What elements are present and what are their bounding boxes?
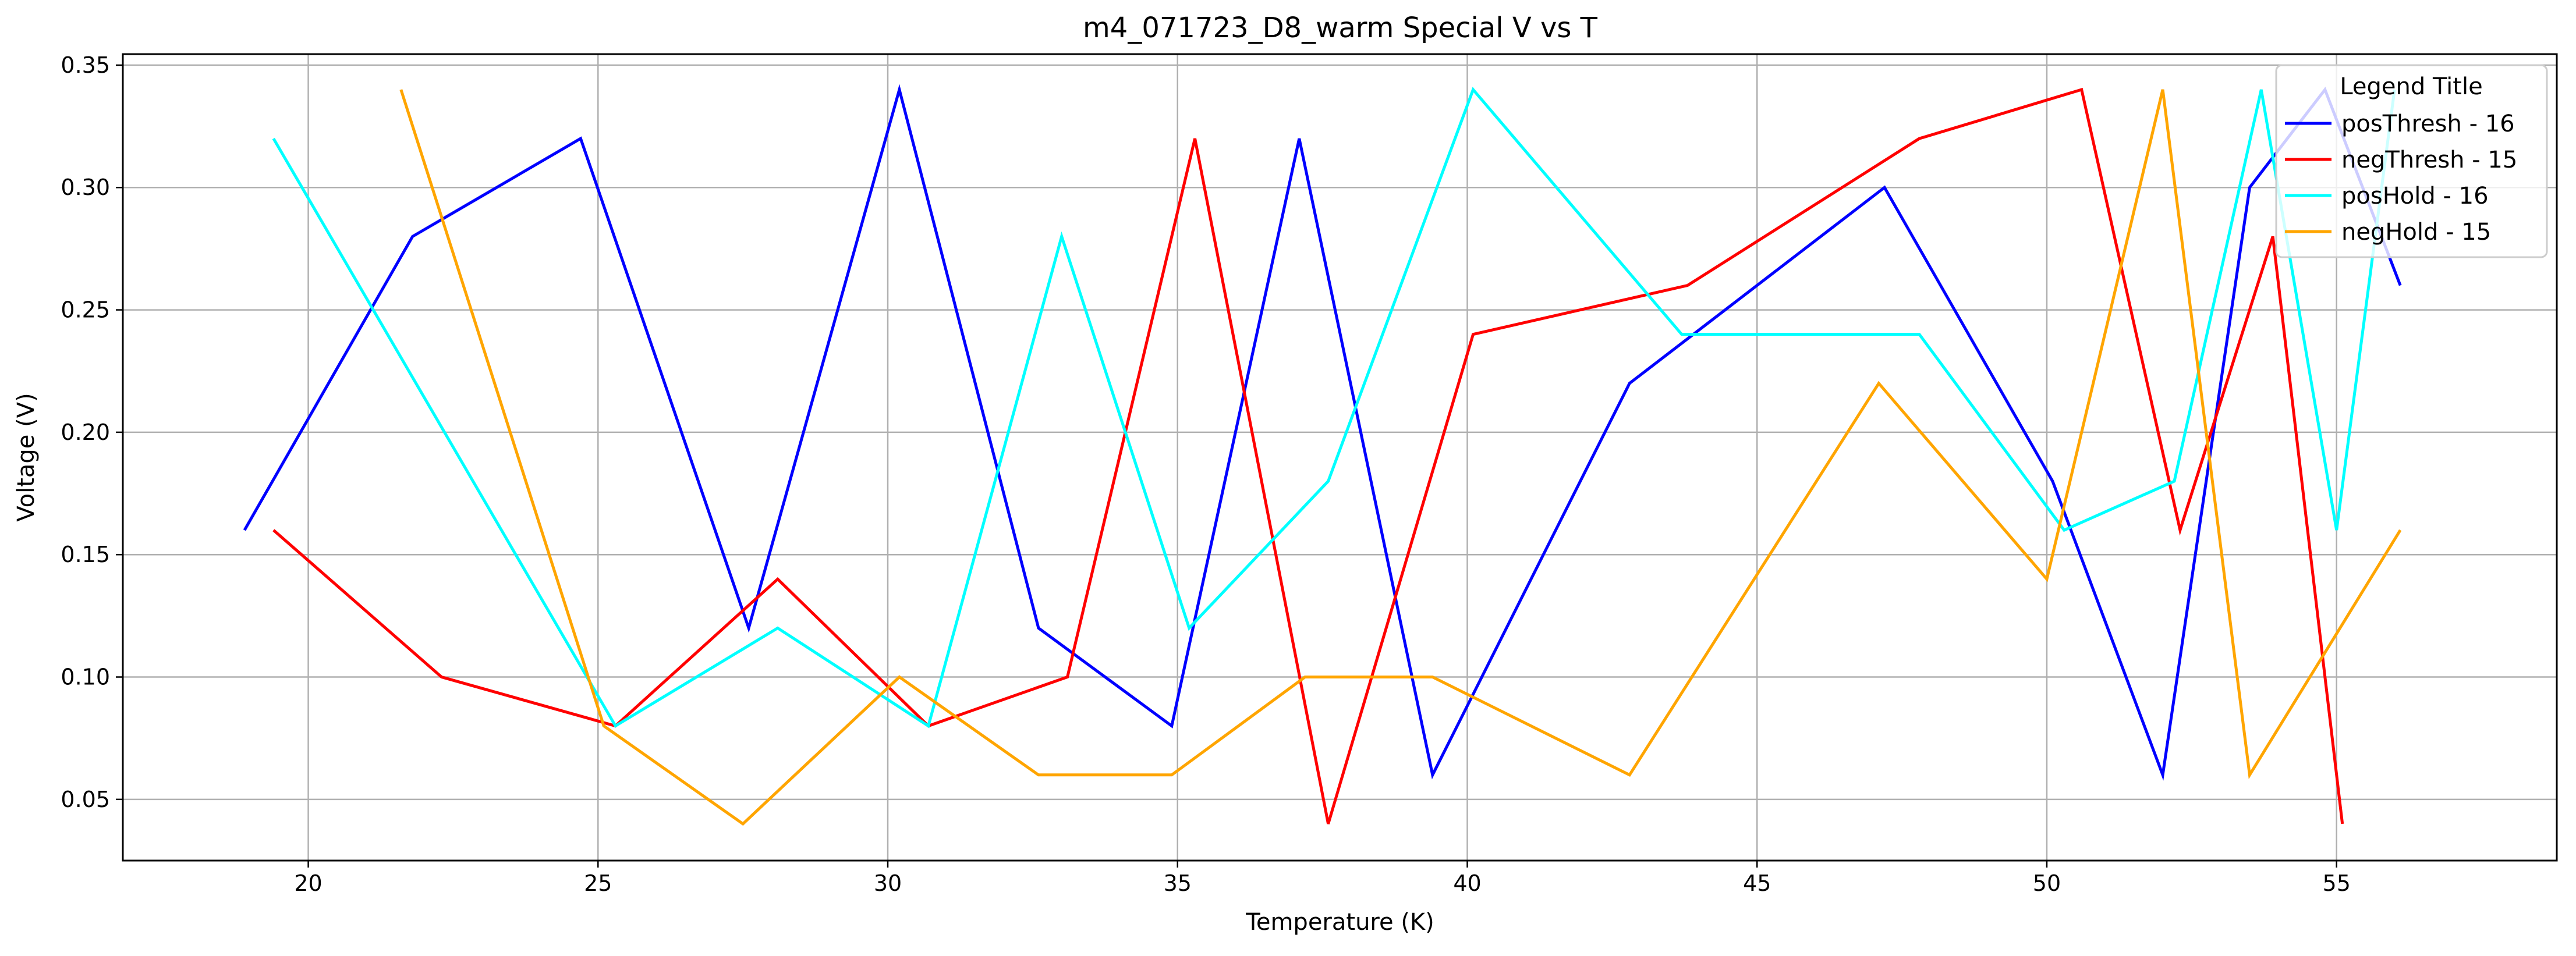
y-axis-ticks: 0.05 0.10 0.15 0.20 0.25 0.30 0.35 xyxy=(61,52,123,812)
x-tick-label: 35 xyxy=(1164,870,1192,896)
series-line xyxy=(243,84,2402,781)
legend-label: posThresh - 16 xyxy=(2341,111,2515,137)
legend-box xyxy=(2275,64,2548,258)
y-tick-label: 0.25 xyxy=(61,297,110,323)
y-tick-label: 0.05 xyxy=(61,787,110,812)
x-axis-ticks: 20 25 30 35 40 45 50 55 xyxy=(294,861,2351,896)
x-tick-label: 20 xyxy=(294,870,322,896)
x-tick-label: 55 xyxy=(2323,870,2351,896)
y-tick-label: 0.10 xyxy=(61,664,110,690)
legend-title: Legend Title xyxy=(2340,73,2482,100)
grid-lines xyxy=(123,54,2557,861)
series-lines xyxy=(243,84,2402,826)
legend: Legend Title posThresh - 16 negThresh - 1… xyxy=(2275,64,2548,258)
y-tick-label: 0.15 xyxy=(61,542,110,567)
legend-items: posThresh - 16 negThresh - 15 posHold - 16… xyxy=(2285,111,2517,246)
y-tick-label: 0.20 xyxy=(61,420,110,445)
x-tick-label: 30 xyxy=(874,870,902,896)
x-axis-label: Temperature (K) xyxy=(1245,909,1434,936)
x-tick-label: 45 xyxy=(1743,870,1771,896)
legend-label: negHold - 15 xyxy=(2341,219,2491,246)
y-axis-label: Voltage (V) xyxy=(13,393,40,521)
x-tick-label: 50 xyxy=(2033,870,2061,896)
y-tick-label: 0.30 xyxy=(61,175,110,200)
chart-title: m4_071723_D8_warm Special V vs T xyxy=(1083,12,1598,44)
legend-label: posHold - 16 xyxy=(2341,183,2489,209)
legend-label: negThresh - 15 xyxy=(2341,147,2517,173)
x-tick-label: 40 xyxy=(1453,870,1481,896)
series-line xyxy=(272,87,2396,728)
y-tick-label: 0.35 xyxy=(61,52,110,78)
series-line xyxy=(272,87,2344,824)
x-tick-label: 25 xyxy=(584,870,612,896)
series-line xyxy=(399,89,2402,826)
plot-frame xyxy=(122,53,2558,862)
